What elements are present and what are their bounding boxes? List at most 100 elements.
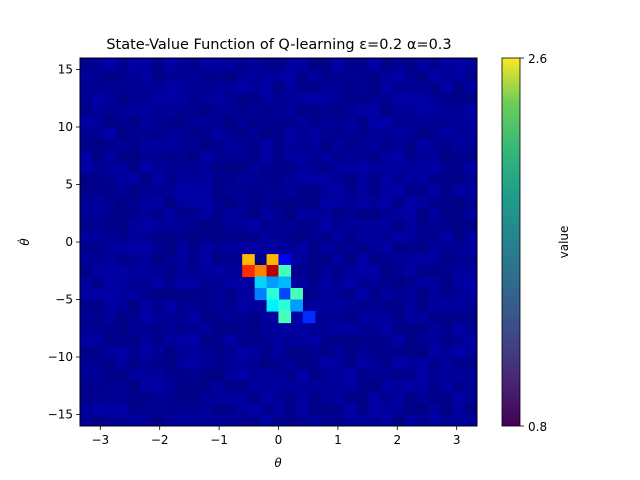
heatmap-cell [356, 219, 370, 232]
heatmap-cell [416, 334, 430, 347]
heatmap-cell [272, 414, 286, 426]
heatmap-cell [296, 58, 310, 71]
heatmap-cell [452, 276, 466, 289]
heatmap-cell [80, 357, 93, 370]
heatmap-cell [284, 207, 298, 220]
heatmap-cell [416, 403, 430, 416]
heatmap-cell [368, 161, 382, 174]
heatmap-cell [296, 242, 310, 255]
heatmap-cell [104, 58, 117, 71]
heatmap-cell [128, 104, 141, 117]
heatmap-cell [140, 322, 153, 335]
heatmap-cell [464, 104, 477, 117]
heatmap-cell [308, 345, 322, 358]
heatmap-cell [356, 414, 370, 426]
heatmap-cell [116, 334, 129, 347]
heatmap-cell [236, 127, 250, 140]
heatmap-cell [332, 115, 346, 128]
heatmap-cell [452, 104, 466, 117]
heatmap-cells [80, 58, 477, 426]
heatmap-cell [80, 311, 93, 324]
heatmap-cell [140, 299, 153, 312]
heatmap-cell [308, 150, 322, 163]
heatmap-cell [392, 184, 406, 197]
heatmap-cell [176, 207, 189, 220]
heatmap-cell [92, 368, 105, 381]
heatmap-cell [128, 334, 141, 347]
heatmap-cell [344, 230, 358, 243]
heatmap-cell [248, 299, 262, 312]
heatmap-cell [320, 230, 334, 243]
heatmap-cell [104, 196, 117, 209]
heatmap-cell [416, 138, 430, 151]
heatmap-cell [332, 368, 346, 381]
heatmap-cell [404, 414, 418, 426]
heatmap-cell [440, 334, 454, 347]
heatmap-cell [200, 253, 213, 266]
heatmap-cell [368, 368, 382, 381]
heatmap-cell [428, 265, 442, 278]
heatmap-cell [92, 288, 105, 301]
heatmap-hot-cell [266, 253, 280, 266]
heatmap-cell [416, 150, 430, 163]
heatmap-cell [176, 357, 189, 370]
heatmap-cell [272, 391, 286, 404]
heatmap-cell [176, 138, 189, 151]
heatmap-cell [152, 403, 165, 416]
heatmap-cell [284, 184, 298, 197]
heatmap-cell [188, 334, 201, 347]
heatmap-cell [392, 69, 406, 82]
y-tick-label: −10 [48, 350, 73, 364]
heatmap-cell [320, 69, 334, 82]
heatmap-cell [248, 311, 262, 324]
heatmap-cell [356, 184, 370, 197]
heatmap-cell [440, 127, 454, 140]
heatmap-cell [380, 104, 394, 117]
heatmap-cell [212, 253, 225, 266]
heatmap-cell [416, 345, 430, 358]
heatmap-cell [188, 92, 201, 105]
heatmap-cell [140, 92, 153, 105]
heatmap-cell [440, 161, 454, 174]
heatmap-cell [224, 138, 237, 151]
heatmap-cell [356, 207, 370, 220]
heatmap-cell [92, 104, 105, 117]
heatmap-cell [272, 219, 286, 232]
heatmap-cell [356, 69, 370, 82]
heatmap-cell [320, 58, 334, 71]
heatmap-cell [200, 207, 213, 220]
heatmap-cell [344, 391, 358, 404]
heatmap-cell [200, 69, 213, 82]
heatmap-cell [428, 92, 442, 105]
heatmap-cell [416, 161, 430, 174]
heatmap-cell [128, 403, 141, 416]
heatmap-cell [140, 253, 153, 266]
heatmap-cell [380, 322, 394, 335]
heatmap-cell [236, 391, 250, 404]
x-axis-label: θ [274, 456, 282, 470]
heatmap-cell [140, 242, 153, 255]
heatmap-cell [236, 138, 250, 151]
heatmap-cell [368, 345, 382, 358]
heatmap-cell [152, 242, 165, 255]
heatmap-cell [332, 138, 346, 151]
heatmap-cell [404, 58, 418, 71]
heatmap-cell [356, 403, 370, 416]
heatmap-cell [416, 311, 430, 324]
heatmap-cell [224, 334, 237, 347]
heatmap-cell [80, 391, 93, 404]
x-tick-label: 1 [334, 433, 342, 447]
heatmap-cell [368, 69, 382, 82]
heatmap-cell [452, 368, 466, 381]
x-tick-label: 3 [453, 433, 461, 447]
heatmap-cell [140, 104, 153, 117]
heatmap-cell [152, 311, 165, 324]
heatmap-cell [176, 161, 189, 174]
heatmap-cell [296, 127, 310, 140]
heatmap-cell [272, 173, 286, 186]
heatmap-cell [176, 403, 189, 416]
heatmap-cell [440, 207, 454, 220]
heatmap-cell [464, 288, 477, 301]
heatmap-cell [176, 58, 189, 71]
